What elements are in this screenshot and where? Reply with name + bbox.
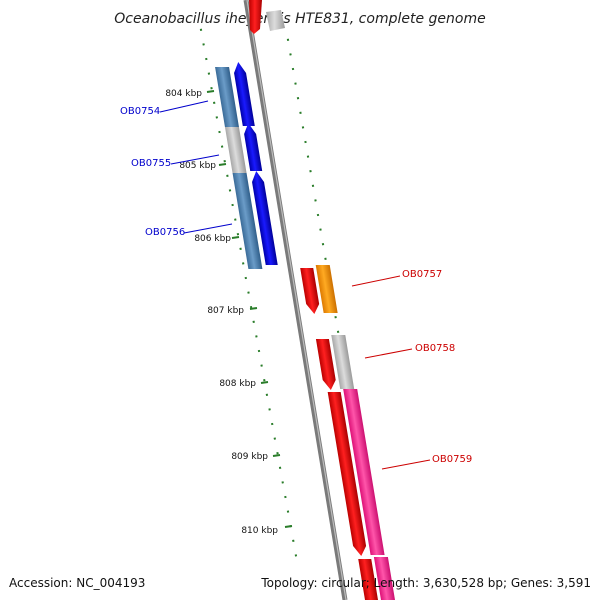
gene-label-ob0757: OB0757 <box>402 269 442 280</box>
gene-label-ob0755: OB0755 <box>131 158 171 169</box>
kbp-label: 809 kbp <box>231 452 268 462</box>
cds-arrow-ob0759 <box>327 392 367 556</box>
kbp-label: 810 kbp <box>241 526 278 536</box>
kbp-label: 806 kbp <box>194 234 231 244</box>
label-leader-ob0759 <box>381 459 431 470</box>
cds-arrow-ob0754 <box>234 62 255 126</box>
kbp-tick <box>206 90 215 93</box>
tick-marks <box>199 28 298 557</box>
genome-title: Oceanobacillus iheyensis HTE831, complet… <box>114 11 485 27</box>
label-leader-ob0755 <box>170 154 220 165</box>
cog-bar-ob0754 <box>215 67 239 127</box>
label-leader-ob0758 <box>364 348 413 359</box>
gene-label-ob0758: OB0758 <box>415 343 455 354</box>
kbp-tick <box>218 163 227 166</box>
cog-bar-ob0755 <box>224 127 247 173</box>
gene-label-ob0754: OB0754 <box>120 106 160 117</box>
kbp-tick <box>272 454 281 457</box>
kbp-label: 808 kbp <box>219 379 256 389</box>
kbp-scale: 804 kbp 805 kbp 806 kbp 807 kbp 808 kbp … <box>165 89 293 536</box>
kbp-tick <box>284 525 293 528</box>
genome-backbone <box>243 0 348 600</box>
gene-label-ob0759: OB0759 <box>432 454 472 465</box>
cog-next-gene <box>373 557 395 600</box>
gene-labels: OB0754 OB0755 OB0756 OB0757 OB0758 OB075… <box>120 100 472 470</box>
forward-strand-genes <box>300 265 395 600</box>
cds-arrow-ob0756 <box>252 171 278 265</box>
kbp-label: 804 kbp <box>165 89 202 99</box>
kbp-label: 805 kbp <box>179 161 216 171</box>
cds-arrow-ob0757 <box>300 268 320 314</box>
reverse-strand-genes <box>215 62 278 269</box>
genome-backbone-highlight <box>246 0 347 600</box>
kbp-tick <box>249 307 258 310</box>
cds-arrow-ob0758 <box>315 339 336 390</box>
gene-label-ob0756: OB0756 <box>145 227 185 238</box>
cog-bar-ob0757 <box>315 265 338 313</box>
kbp-label: 807 kbp <box>207 306 244 316</box>
cog-bar-ob0758 <box>331 335 355 389</box>
kbp-tick <box>260 381 269 384</box>
topology-text: Topology: circular; Length: 3,630,528 bp… <box>261 576 591 590</box>
cog-bar-ob0759 <box>343 389 385 555</box>
cds-next-gene <box>358 559 378 600</box>
label-leader-ob0757 <box>351 275 401 287</box>
label-leader-ob0756 <box>183 223 233 234</box>
accession-text: Accession: NC_004193 <box>9 576 146 590</box>
label-leader-ob0754 <box>159 100 209 113</box>
kbp-tick <box>231 236 240 239</box>
cog-bar-ob0756 <box>232 173 263 269</box>
top-gray-cog <box>266 10 285 31</box>
top-partial-genes <box>249 0 285 34</box>
cds-arrow-ob0755 <box>244 123 263 171</box>
top-red-cds <box>249 0 262 34</box>
